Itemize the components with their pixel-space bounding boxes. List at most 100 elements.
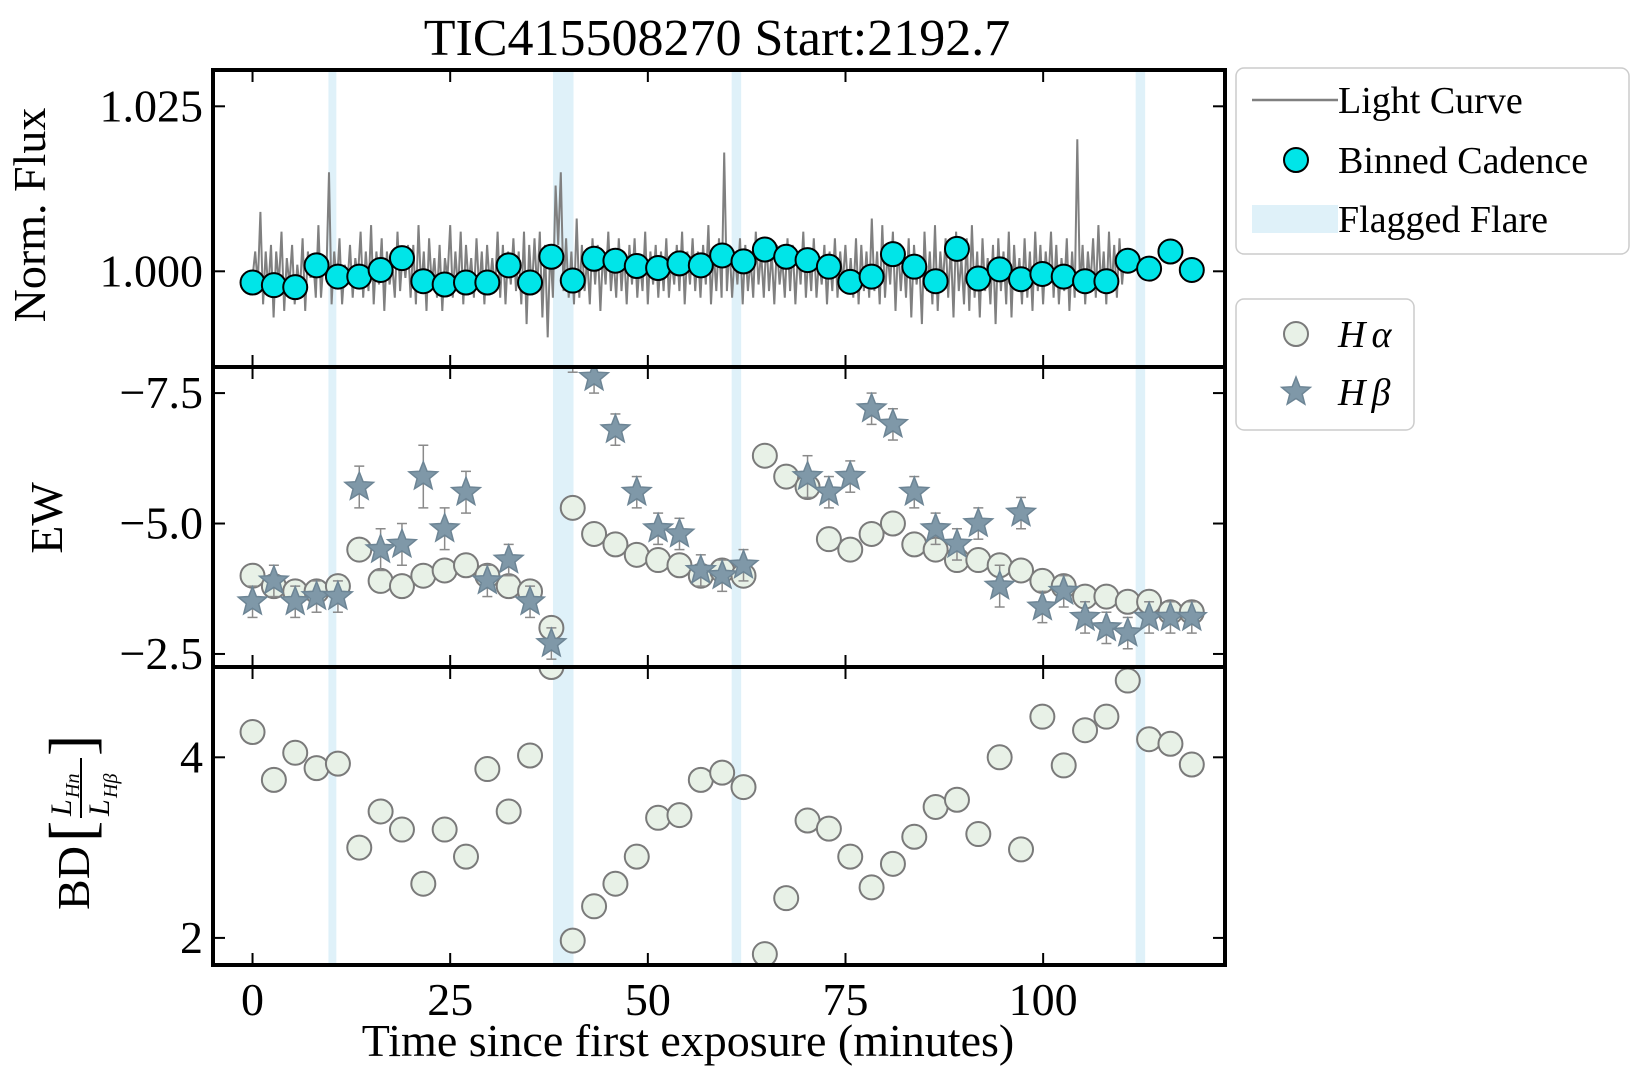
legend-flare-label: Flagged Flare bbox=[1338, 199, 1548, 241]
hbeta-point bbox=[236, 584, 269, 616]
halpha-point bbox=[367, 567, 394, 594]
binned-cadence-point bbox=[837, 268, 864, 295]
binned-cadence-point bbox=[431, 271, 458, 298]
ylabel-bd-text: BD bbox=[48, 846, 99, 910]
hbeta-point bbox=[1111, 616, 1144, 647]
xtick-label: 25 bbox=[427, 974, 473, 1025]
legend-flare-patch bbox=[1252, 205, 1338, 233]
halpha-point bbox=[645, 804, 672, 831]
hbeta-point bbox=[279, 584, 312, 616]
binned-cadence-point bbox=[367, 256, 394, 283]
binned-cadence-point bbox=[559, 267, 586, 294]
binned-cadence-point bbox=[666, 250, 693, 277]
hbeta-point bbox=[641, 511, 675, 543]
hbeta-point bbox=[751, 321, 780, 348]
hbeta-point bbox=[962, 506, 995, 538]
halpha-point bbox=[1157, 730, 1184, 757]
halpha-point bbox=[1008, 836, 1035, 863]
halpha-point bbox=[1029, 567, 1056, 594]
halpha-point bbox=[410, 562, 437, 589]
binned-cadence-point bbox=[538, 243, 565, 270]
hbeta-point bbox=[1068, 600, 1102, 632]
halpha-point bbox=[751, 442, 778, 469]
halpha-point bbox=[965, 821, 992, 848]
halpha-point bbox=[559, 927, 586, 954]
ylabel-bd-den-sub: Hβ bbox=[100, 774, 122, 799]
halpha-point bbox=[751, 941, 778, 965]
hbeta-point bbox=[428, 511, 461, 543]
panel-ew-data bbox=[236, 321, 1209, 660]
hbeta-point bbox=[1090, 610, 1123, 642]
hbeta-point bbox=[727, 548, 760, 580]
binned-cadence-point bbox=[602, 247, 629, 274]
halpha-point bbox=[517, 742, 544, 769]
halpha-point bbox=[431, 557, 458, 584]
legend-halpha-marker bbox=[1283, 321, 1309, 347]
hbeta-point bbox=[599, 412, 632, 444]
axes-ticks: 1.000 1.025 −7.5 −5.0 −2.5 2 4 0 25 50 75 100 bbox=[100, 70, 1225, 1025]
halpha-point bbox=[367, 798, 394, 825]
ylabel-bd-num-sub: Hn bbox=[62, 774, 84, 799]
xtick-label: 0 bbox=[241, 974, 264, 1025]
binned-cadence-point bbox=[388, 245, 415, 272]
binned-cadence-point bbox=[1008, 266, 1035, 293]
hbeta-point bbox=[364, 532, 397, 564]
binned-cadence-point bbox=[965, 265, 992, 292]
ytick-label-ew: −2.5 bbox=[120, 628, 203, 679]
halpha-point bbox=[581, 520, 608, 547]
ytick-label-ew: −7.5 bbox=[120, 367, 203, 418]
halpha-point bbox=[901, 531, 928, 558]
hbeta-point bbox=[663, 516, 696, 548]
halpha-point bbox=[1178, 751, 1205, 778]
halpha-point bbox=[837, 536, 864, 563]
binned-cadence-point bbox=[645, 255, 672, 281]
hbeta-point bbox=[1026, 589, 1059, 621]
hbeta-point bbox=[898, 475, 931, 507]
halpha-point bbox=[879, 850, 906, 877]
panel-flux-data bbox=[239, 139, 1205, 338]
ytick-label-bd: 2 bbox=[180, 912, 203, 963]
halpha-point bbox=[410, 870, 437, 897]
halpha-point bbox=[645, 547, 672, 574]
halpha-point bbox=[346, 834, 373, 861]
ylabel-bd-num-main: L bbox=[45, 799, 78, 817]
halpha-point bbox=[602, 531, 629, 558]
legend-halpha-greek: α bbox=[1371, 314, 1392, 356]
hbeta-point bbox=[705, 558, 739, 590]
flare-band-3 bbox=[1135, 70, 1146, 965]
legend-hbeta-marker bbox=[1279, 374, 1313, 406]
hbeta-point bbox=[834, 459, 867, 491]
halpha-point bbox=[431, 816, 458, 843]
binned-cadence-point bbox=[815, 253, 842, 280]
halpha-point bbox=[453, 552, 479, 579]
binned-cadence-point bbox=[709, 242, 736, 269]
axes-frames bbox=[211, 68, 1227, 967]
hbeta-point bbox=[492, 542, 525, 574]
hbeta-point bbox=[471, 563, 504, 595]
binned-cadence-point bbox=[1093, 268, 1120, 295]
hbeta-point bbox=[577, 367, 611, 392]
halpha-point bbox=[687, 766, 714, 793]
axes-frame-bd bbox=[211, 665, 1227, 967]
halpha-point bbox=[1072, 717, 1099, 744]
hbeta-point bbox=[407, 459, 440, 491]
axes-frame-ew bbox=[211, 365, 1227, 669]
hbeta-point bbox=[919, 511, 952, 543]
binned-cadence-point bbox=[495, 252, 522, 279]
xtick-label: 100 bbox=[1009, 974, 1078, 1025]
halpha-point bbox=[709, 759, 736, 786]
halpha-point bbox=[943, 786, 970, 813]
binned-cadence-point bbox=[260, 272, 287, 299]
binned-cadence-point bbox=[346, 263, 373, 290]
binned-cadence-point bbox=[1050, 263, 1077, 290]
hbeta-point bbox=[940, 527, 974, 559]
axes-frame-flux bbox=[211, 68, 1227, 369]
halpha-point bbox=[730, 774, 757, 801]
ytick-label-flux: 1.000 bbox=[100, 245, 204, 296]
halpha-point bbox=[303, 755, 330, 782]
halpha-point bbox=[388, 816, 415, 843]
ytick-label-flux: 1.025 bbox=[100, 80, 204, 131]
hbeta-point bbox=[535, 626, 568, 658]
